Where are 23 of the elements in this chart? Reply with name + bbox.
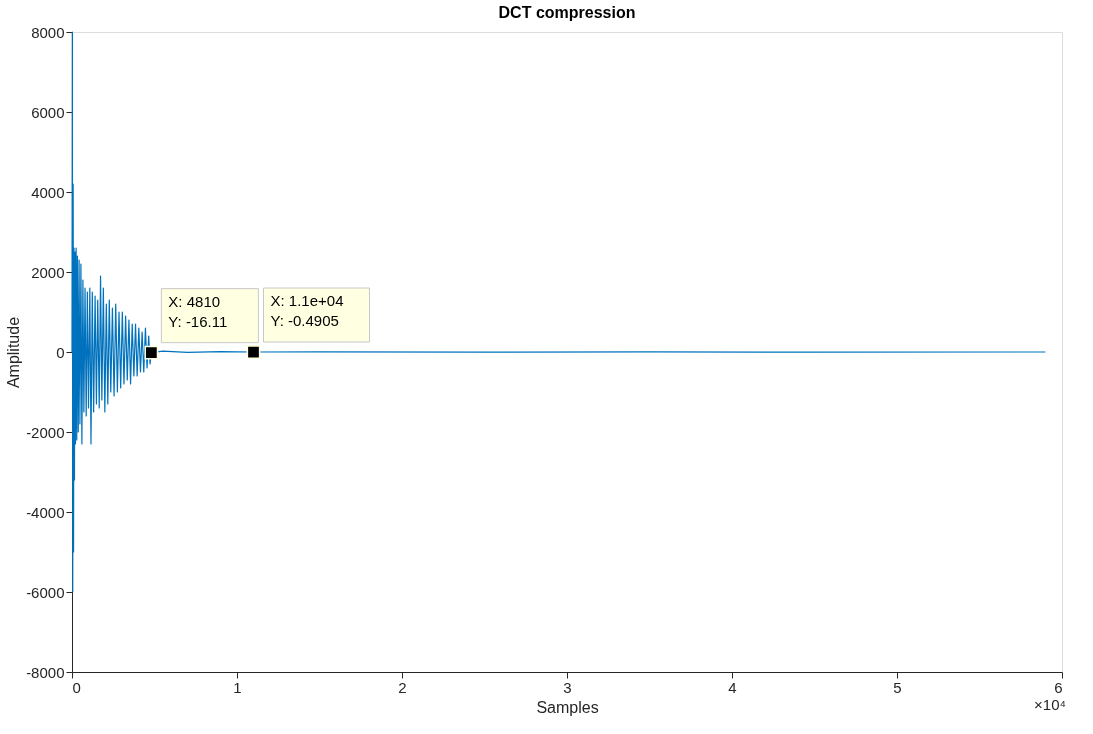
y-tick-label: -6000 [26, 583, 65, 601]
y-tick-label: -8000 [26, 663, 65, 681]
line-series [71, 31, 1047, 593]
y-tick-label: 6000 [31, 103, 65, 121]
x-axis-title: Samples [536, 698, 599, 716]
y-tick-label: -4000 [26, 503, 65, 521]
y-tick-label: 4000 [31, 183, 65, 201]
x-tick-label: 0 [72, 678, 81, 696]
annotation: X: 1.1e+04 Y: -0.4905 [270, 292, 344, 330]
x-tick-label: 1 [233, 678, 242, 696]
y-tick-label: -2000 [26, 423, 65, 441]
chart-title: DCT compression [498, 4, 636, 21]
y-tick-label: 0 [56, 343, 65, 361]
x-tick-label: 5 [893, 678, 902, 696]
x-tick-label: 2 [398, 678, 407, 696]
x-tick-label: 3 [563, 678, 572, 696]
y-tick-label: 8000 [31, 23, 65, 41]
x-tick-label: 6 [1054, 678, 1063, 696]
y-axis-title: Amplitude [5, 316, 23, 389]
text: ×10⁴ [1034, 696, 1066, 713]
x-tick-label: 4 [728, 678, 737, 696]
annotation: X: 4810 Y: -16.11 [168, 292, 228, 330]
y-tick-label: 2000 [31, 263, 65, 281]
